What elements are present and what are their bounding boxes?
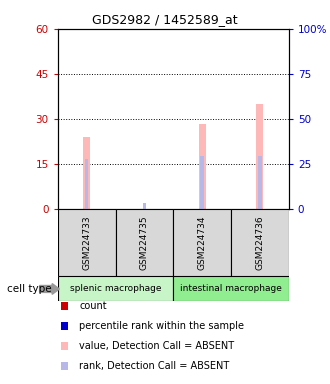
Text: GDS2982 / 1452589_at: GDS2982 / 1452589_at [92,13,238,26]
Text: GSM224736: GSM224736 [255,215,264,270]
Bar [173,209,231,276]
Text: splenic macrophage: splenic macrophage [70,285,161,293]
Text: value, Detection Call = ABSENT: value, Detection Call = ABSENT [79,341,234,351]
Text: GSM224733: GSM224733 [82,215,91,270]
Bar [83,137,90,209]
Bar [258,156,262,209]
Bar [200,156,204,209]
Bar [231,209,289,276]
Text: GSM224734: GSM224734 [198,216,207,270]
Text: intestinal macrophage: intestinal macrophage [180,285,282,293]
Bar [143,203,146,209]
Text: count: count [79,301,107,311]
Bar [173,276,289,301]
Text: rank, Detection Call = ABSENT: rank, Detection Call = ABSENT [79,361,229,371]
Bar [256,104,263,209]
Bar [85,159,88,209]
Bar [58,276,173,301]
Bar [199,124,206,209]
Text: percentile rank within the sample: percentile rank within the sample [79,321,244,331]
Text: cell type: cell type [7,284,51,294]
Text: GSM224735: GSM224735 [140,215,149,270]
Bar [58,209,115,276]
Bar [115,209,173,276]
